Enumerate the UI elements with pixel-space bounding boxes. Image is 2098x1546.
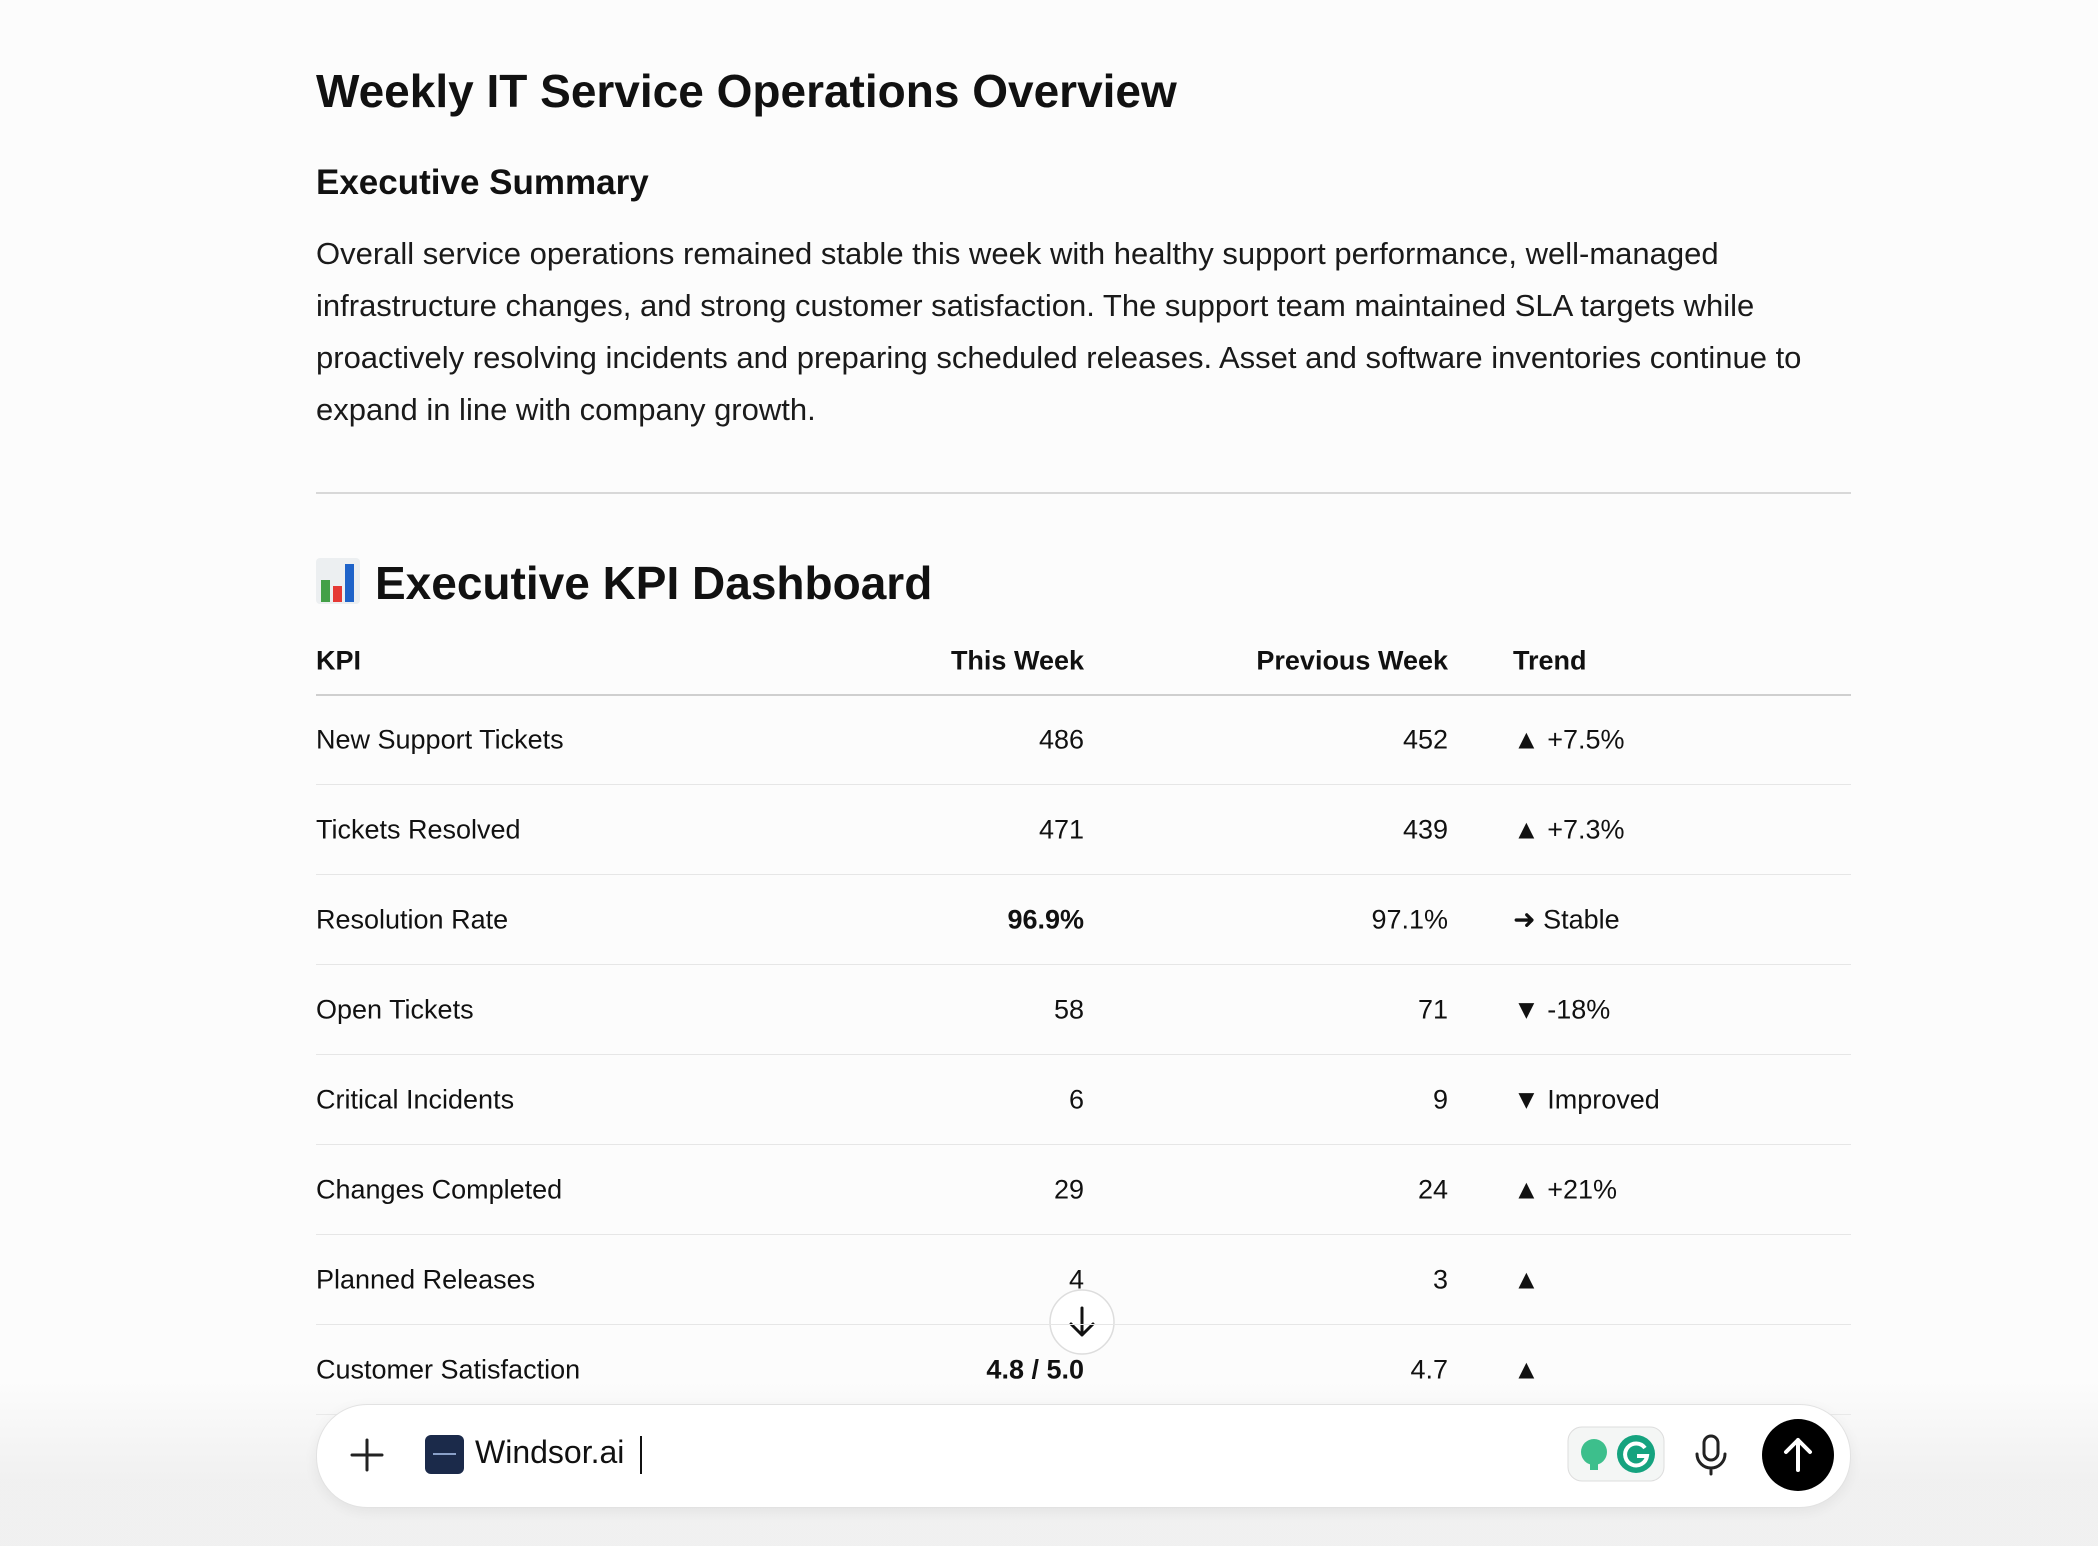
row-label: Open Tickets: [316, 994, 474, 1025]
table-cell: 24: [1417, 1174, 1448, 1205]
column-header: Trend: [1513, 645, 1587, 676]
table-cell: ▼ Improved: [1513, 1084, 1660, 1115]
chart-icon: [316, 558, 360, 604]
table-cell: ▲ +7.3%: [1513, 814, 1625, 845]
table-cell: ▲: [1513, 1264, 1540, 1295]
row-rule: [316, 874, 1851, 875]
row-label: Resolution Rate: [316, 904, 509, 935]
row-rule: [316, 1054, 1851, 1055]
add-button[interactable]: [348, 1436, 386, 1474]
row-rule: [316, 964, 1851, 965]
row-label: Tickets Resolved: [316, 814, 521, 845]
page-title: Weekly IT Service Operations Overview: [316, 65, 1177, 117]
table-cell: 29: [1053, 1174, 1084, 1205]
row-label: Critical Incidents: [316, 1084, 515, 1115]
cursor: [640, 1436, 642, 1474]
row-label: Changes Completed: [316, 1174, 563, 1205]
table-cell: ▲ +21%: [1513, 1174, 1618, 1205]
row-label: Customer Satisfaction: [316, 1354, 581, 1385]
table-cell: 3: [1432, 1264, 1448, 1295]
table-cell: 4: [1068, 1264, 1084, 1295]
column-header: KPI: [316, 645, 362, 676]
table-cell: ➜ Stable: [1513, 904, 1620, 935]
send-button[interactable]: [1761, 1418, 1835, 1492]
table-cell: 471: [1038, 814, 1084, 845]
table-cell: 4.8 / 5.0: [986, 1354, 1084, 1385]
table-cell: 439: [1402, 814, 1448, 845]
table-cell: 6: [1068, 1084, 1084, 1115]
composer-text[interactable]: Windsor.ai: [475, 1434, 625, 1470]
app-logo: [425, 1435, 464, 1474]
row-rule: [316, 784, 1851, 785]
table-cell: 9: [1432, 1084, 1448, 1115]
table-cell: ▲: [1513, 1354, 1540, 1385]
divider: [316, 492, 1851, 494]
table-cell: ▲ +7.5%: [1513, 724, 1625, 755]
section-heading: Executive KPI Dashboard: [375, 557, 933, 609]
summary-text: Overall service operations remained stab…: [316, 236, 1802, 427]
header-rule: [316, 694, 1851, 696]
table-cell: 71: [1417, 994, 1448, 1025]
row-rule: [316, 1324, 1851, 1325]
table-cell: 452: [1402, 724, 1448, 755]
row-rule: [316, 1234, 1851, 1235]
table-cell: ▼ -18%: [1513, 994, 1611, 1025]
scroll-down-button[interactable]: [1048, 1288, 1116, 1356]
column-header: Previous Week: [1256, 645, 1448, 676]
row-rule: [316, 1144, 1851, 1145]
table-cell: 4.7: [1410, 1354, 1448, 1385]
row-label: New Support Tickets: [316, 724, 564, 755]
extensions[interactable]: [1567, 1426, 1665, 1482]
table-cell: 96.9%: [1007, 904, 1084, 935]
mic-button[interactable]: [1692, 1434, 1730, 1476]
row-label: Planned Releases: [316, 1264, 536, 1295]
table-cell: 97.1%: [1371, 904, 1448, 935]
table-cell: 486: [1038, 724, 1084, 755]
column-header: This Week: [950, 645, 1084, 676]
table-cell: 58: [1053, 994, 1084, 1025]
section-heading: Executive Summary: [316, 163, 649, 202]
